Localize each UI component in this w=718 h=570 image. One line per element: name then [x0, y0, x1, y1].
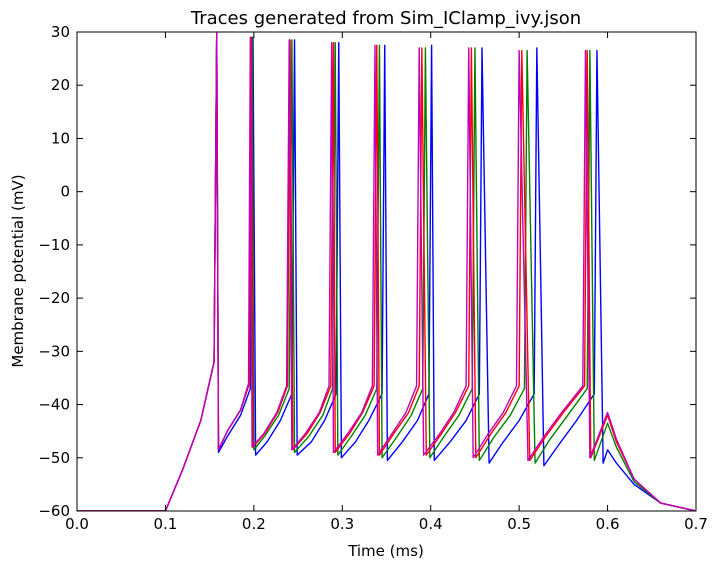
- series-line-4: [77, 32, 696, 511]
- y-tick-label: −60: [38, 502, 70, 520]
- plot-frame: [76, 31, 697, 512]
- series-layer: [77, 32, 696, 511]
- y-axis-title: Membrane potential (mV): [9, 174, 27, 367]
- x-tick-label: 0.5: [507, 515, 531, 533]
- y-tick-label: −40: [38, 396, 70, 414]
- y-tick-label: −30: [38, 342, 70, 360]
- x-axis-title: Time (ms): [347, 542, 424, 560]
- x-tick-label: 0.3: [330, 515, 354, 533]
- x-tick-label: 0.7: [684, 515, 708, 533]
- y-tick-label: 20: [51, 76, 70, 94]
- y-tick-label: 0: [60, 183, 70, 201]
- x-tick-label: 0.6: [596, 515, 620, 533]
- x-tick-label: 0.1: [153, 515, 177, 533]
- y-tick-label: 30: [51, 23, 70, 41]
- x-tick-label: 0.2: [242, 515, 266, 533]
- chart-title: Traces generated from Sim_IClamp_ivy.jso…: [190, 8, 581, 29]
- x-tick-label: 0.4: [419, 515, 443, 533]
- y-tick-label: −50: [38, 449, 70, 467]
- y-tick-label: 10: [51, 129, 70, 147]
- x-tick-label: 0.0: [65, 515, 89, 533]
- y-tick-label: −20: [38, 289, 70, 307]
- y-tick-label: −10: [38, 236, 70, 254]
- series-line-1: [77, 32, 696, 511]
- tick-layer: 0.0 0.1 0.2 0.3 0.4 0.5 0.6 0.7 −60 −50 −40 −30 −20 −…: [38, 23, 708, 533]
